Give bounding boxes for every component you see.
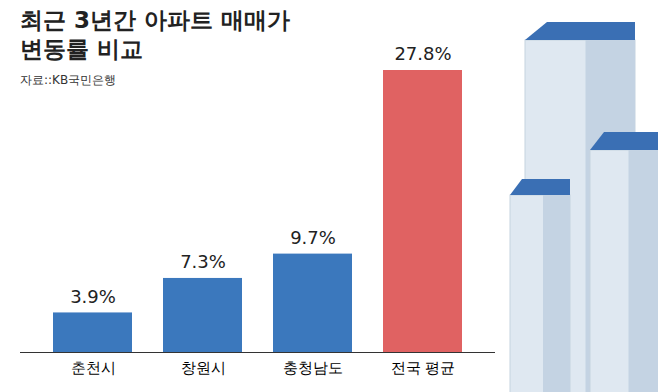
html-text:최근 3년간 아파트 매매가 변동률 비교: 최근 3년간 아파트 매매가 변동률 비교 [20,7,290,62]
svg-text:27.8%: 27.8% [394,43,451,64]
svg-text:춘천시: 춘천시 [71,359,116,377]
svg-text:전국 평균: 전국 평균 [391,359,456,377]
svg-text:7.3%: 7.3% [180,251,226,272]
svg-text:9.7%: 9.7% [290,227,336,248]
svg-text:충청남도: 충청남도 [283,359,343,377]
svg-text:3.9%: 3.9% [70,286,116,307]
html-text:자료::KB국민은행: 자료::KB국민은행 [20,73,117,87]
svg-text:창원시: 창원시 [181,359,226,377]
